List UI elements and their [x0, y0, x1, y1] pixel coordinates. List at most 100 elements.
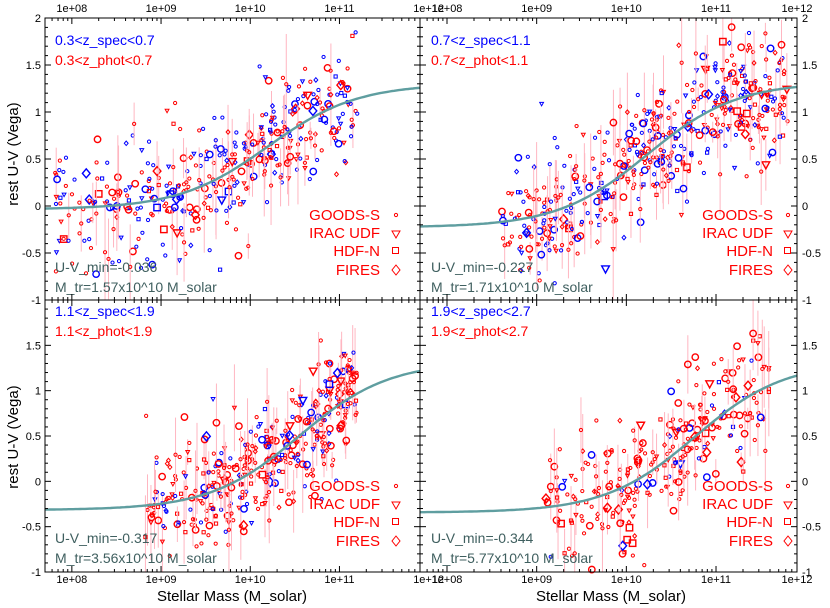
data-point-0-277 [102, 250, 108, 255]
data-point-2-281 [279, 488, 284, 494]
legend-marker-triangle [391, 230, 401, 240]
data-point-2-340 [295, 457, 301, 464]
data-point-0-377 [184, 180, 189, 185]
data-point-3-181 [757, 334, 762, 339]
y-tick-label-right: 2 [802, 13, 808, 25]
data-point-1-477 [506, 190, 511, 196]
data-point-1-21 [715, 80, 720, 85]
data-point-2-332 [201, 430, 212, 442]
data-point-1-270 [775, 68, 780, 73]
data-point-2-268 [336, 411, 341, 416]
data-point-2-287 [210, 396, 216, 403]
y-tick-label-right: -0.5 [802, 522, 821, 534]
data-point-1-289 [651, 111, 656, 116]
data-point-0-243 [139, 170, 144, 175]
data-point-0-131 [106, 256, 111, 262]
data-point-0-327 [147, 176, 152, 181]
data-point-2-206 [334, 478, 339, 483]
data-point-1-290 [731, 165, 738, 171]
data-point-1-392 [564, 208, 569, 213]
data-point-1-404 [612, 191, 617, 196]
data-point-1-47 [708, 128, 717, 137]
data-point-3-291 [678, 469, 683, 474]
data-point-0-241 [342, 93, 347, 98]
data-point-1-487 [678, 212, 685, 218]
data-point-0-157 [128, 264, 133, 269]
fit-curve [420, 374, 798, 514]
data-point-2-404 [310, 447, 316, 453]
data-point-0-84 [264, 112, 269, 117]
data-point-1-156 [569, 205, 574, 211]
legend-hdf-n: HDF-N [333, 514, 380, 531]
data-point-2-356 [322, 441, 328, 446]
data-point-2-259 [253, 460, 258, 465]
data-point-0-300 [162, 203, 167, 209]
data-point-3-172 [683, 421, 689, 426]
data-point-0-259 [273, 122, 278, 127]
data-point-1-399 [613, 162, 618, 167]
data-point-2-3 [253, 433, 259, 438]
data-point-1-131 [574, 123, 579, 129]
legend-irac-udf: IRAC UDF [309, 225, 380, 242]
data-point-1-275 [738, 113, 744, 118]
data-point-1-315 [637, 154, 643, 159]
data-point-1-189 [713, 98, 718, 103]
data-point-0-132 [61, 169, 66, 175]
data-point-0-194 [84, 193, 94, 206]
y-tick-label-left: 0 [35, 201, 41, 213]
data-point-0-415 [309, 167, 318, 176]
x-tick-label-bottom: 1e+09 [521, 574, 552, 586]
data-point-3-36 [573, 512, 579, 518]
data-point-1-63 [655, 100, 663, 108]
data-point-1-465 [548, 199, 554, 204]
data-point-0-419 [223, 148, 228, 153]
data-point-3-163 [709, 403, 715, 408]
data-point-2-362 [348, 379, 353, 385]
uv-min-label-bottom-left: U-V_min=-0.317 [55, 530, 158, 546]
data-point-2-411 [345, 389, 350, 394]
data-point-1-440 [743, 88, 749, 95]
data-point-0-164 [150, 186, 155, 191]
zphot-label-bottom-right: 1.9<z_phot<2.7 [431, 323, 529, 339]
data-point-1-332 [740, 64, 747, 70]
data-point-2-88 [264, 428, 269, 433]
data-point-1-436 [734, 119, 742, 128]
data-point-0-275 [133, 211, 138, 216]
y-tick-label-right: 1.5 [802, 340, 817, 352]
data-point-2-188 [213, 541, 218, 546]
x-tick-label-top: 1e+10 [611, 3, 642, 15]
data-point-1-14 [763, 31, 768, 36]
data-point-2-396 [310, 427, 315, 432]
data-point-2-226 [154, 455, 159, 460]
data-point-1-330 [747, 45, 753, 50]
data-point-2-366 [214, 460, 223, 468]
data-point-0-97 [196, 226, 201, 231]
data-point-0-128 [269, 102, 276, 110]
data-point-3-59 [751, 377, 756, 383]
data-point-3-89 [579, 514, 584, 519]
data-point-1-258 [689, 151, 694, 156]
data-point-3-260 [743, 380, 753, 392]
legend-top-right: GOODS-S IRAC UDF HDF-N FIRES [702, 207, 793, 279]
data-point-3-144 [711, 406, 717, 411]
data-point-2-316 [221, 465, 227, 470]
data-point-1-464 [667, 163, 672, 168]
data-point-2-347 [342, 413, 349, 419]
data-point-3-85 [583, 460, 588, 465]
data-point-3-168 [749, 358, 754, 363]
data-point-3-105 [565, 492, 570, 497]
data-point-1-298 [626, 158, 631, 164]
data-point-3-74 [669, 491, 674, 497]
data-point-3-276 [673, 479, 678, 484]
data-point-0-40 [53, 170, 58, 176]
data-point-0-26 [304, 155, 309, 160]
legend-top-left: GOODS-S IRAC UDF HDF-N FIRES [309, 207, 401, 279]
data-point-1-475 [567, 153, 573, 159]
data-point-1-340 [579, 219, 585, 224]
data-point-1-56 [596, 194, 602, 200]
data-point-3-16 [693, 473, 698, 478]
data-point-0-96 [53, 269, 59, 274]
x-tick-label-top: 1e+12 [413, 3, 444, 15]
data-point-2-400 [219, 451, 224, 456]
